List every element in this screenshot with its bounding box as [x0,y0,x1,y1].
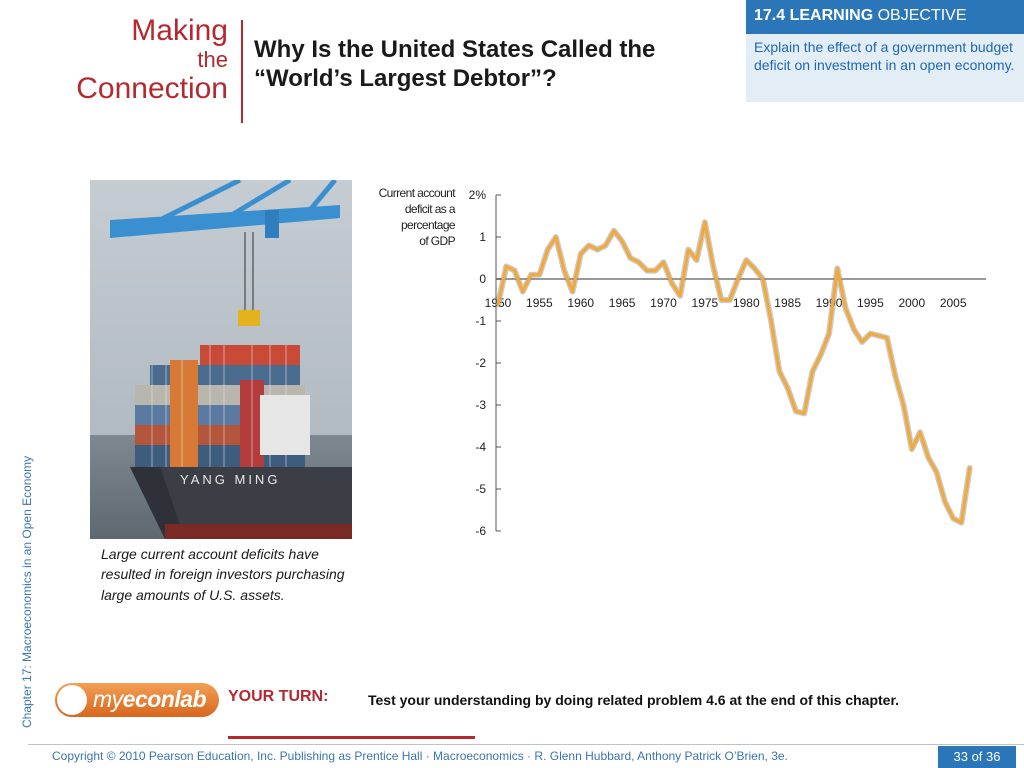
x-tick-label: 1955 [526,296,553,310]
myeconlab-logo-econlab: econlab [122,686,207,712]
your-turn-label: YOUR TURN: [228,688,329,705]
x-tick-label: 2000 [898,296,925,310]
making-the-connection-label: Making the Connection [76,14,228,106]
x-tick-label: 1980 [733,296,760,310]
photo-caption: Large current account deficits have resu… [101,546,345,603]
learning-objective-label-bold: 17.4 LEARNING [754,7,874,24]
x-tick-label: 1985 [774,296,801,310]
chapter-sidebar-label: Chapter 17: Macroeconomics in an Open Ec… [20,455,34,728]
y-tick-label: -3 [475,398,486,412]
x-tick-label: 1990 [816,296,843,310]
y-tick-label: 2% [469,188,487,202]
x-tick-label: 1960 [567,296,594,310]
myeconlab-logo-circle [57,685,87,715]
learning-objective-label-rest: OBJECTIVE [877,7,967,24]
y-tick-label: -2 [475,356,486,370]
x-tick-label: 1995 [857,296,884,310]
myeconlab-logo-text: myeconlab [93,686,207,713]
mtc-divider [241,20,243,123]
ship-name-text: YANG MING [180,472,280,487]
y-tick-label: -4 [475,440,486,454]
x-tick-label: 1975 [692,296,719,310]
page-indicator[interactable]: 33 of 36 [938,746,1016,768]
footer-divider [28,744,1024,745]
page-title: Why Is the United States Called the “Wor… [254,36,656,92]
learning-objective-box: 17.4 LEARNING OBJECTIVE Explain the effe… [746,0,1024,102]
y-tick-label: -6 [475,524,486,538]
mtc-line1: Making [131,14,228,47]
y-tick-label: -1 [475,314,486,328]
x-tick-label: 2005 [940,296,967,310]
myeconlab-logo-my: my [93,686,123,712]
y-axis-title-line: Current account [379,186,457,200]
x-tick-label: 1965 [609,296,636,310]
learning-objective-header: 17.4 LEARNING OBJECTIVE [746,0,1024,34]
mtc-line3: Connection [76,72,228,106]
your-turn-text: Test your understanding by doing related… [368,692,900,708]
myeconlab-logo[interactable]: myeconlab [55,683,219,717]
y-axis-title-line: deficit as a [405,202,456,216]
mtc-line2: the [197,46,228,72]
y-tick-label: -5 [475,482,486,496]
learning-objective-text: Explain the effect of a government budge… [754,39,1015,73]
x-tick-label: 1970 [650,296,677,310]
copyright-text: Copyright © 2010 Pearson Education, Inc.… [52,749,788,763]
y-axis-title-line: of GDP [419,234,455,248]
series-line [496,220,972,525]
your-turn-divider [228,736,475,739]
y-tick-label: 1 [479,230,486,244]
y-tick-label: 0 [479,272,486,286]
y-axis-title-line: percentage [401,218,456,232]
container-ship-photo: YANG MING [90,180,352,539]
series-line-shadow [495,219,973,526]
